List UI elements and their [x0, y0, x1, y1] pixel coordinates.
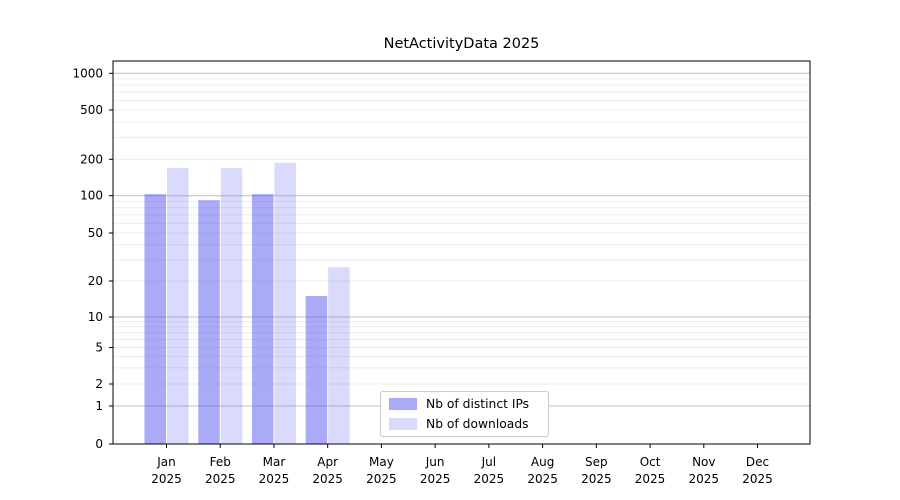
x-tick-label-year: 2025: [259, 472, 290, 486]
y-tick-label: 5: [95, 341, 103, 355]
bar-nb-of-downloads: [220, 168, 243, 444]
x-tick-label-year: 2025: [581, 472, 612, 486]
bar-nb-of-distinct-ips: [198, 200, 220, 444]
x-tick-label-month: May: [369, 455, 394, 469]
x-tick-label-month: Jan: [156, 455, 176, 469]
y-tick-label: 100: [80, 189, 103, 203]
bar-nb-of-downloads: [328, 267, 350, 444]
legend-item-distinct-ips: Nb of distinct IPs: [389, 397, 548, 411]
x-tick-label-month: Dec: [746, 455, 769, 469]
x-tick-label-year: 2025: [742, 472, 773, 486]
legend-label-downloads: Nb of downloads: [426, 416, 529, 431]
y-tick-label: 20: [88, 274, 103, 288]
x-tick-label-year: 2025: [420, 472, 451, 486]
x-tick-label-year: 2025: [312, 472, 343, 486]
y-tick-label: 200: [80, 152, 103, 166]
x-tick-label-year: 2025: [366, 472, 397, 486]
chart-title: NetActivityData 2025: [383, 36, 540, 52]
y-tick-label: 500: [80, 103, 103, 117]
bar-nb-of-downloads: [167, 167, 189, 444]
bar-nb-of-downloads: [274, 162, 296, 444]
legend-label-distinct-ips: Nb of distinct IPs: [426, 397, 530, 412]
x-tick-label-month: Aug: [531, 455, 554, 469]
bar-nb-of-distinct-ips: [305, 295, 328, 444]
y-tick-label: 1: [95, 399, 103, 413]
plot-frame: [112, 60, 811, 445]
legend-swatch-distinct-ips: [389, 398, 417, 411]
x-tick-label-year: 2025: [474, 472, 505, 486]
x-tick-label-month: Sep: [585, 455, 608, 469]
bar-nb-of-distinct-ips: [144, 194, 166, 444]
y-tick-label: 50: [88, 226, 103, 240]
x-tick-label-year: 2025: [527, 472, 558, 486]
x-tick-label-month: Jun: [425, 455, 445, 469]
legend-swatch-downloads: [389, 417, 417, 430]
y-tick-label: 0: [95, 437, 103, 451]
y-tick-label: 10: [88, 310, 103, 324]
x-tick-label-month: Nov: [692, 455, 715, 469]
legend-item-downloads: Nb of downloads: [389, 417, 548, 431]
x-tick-label-month: Oct: [640, 455, 661, 469]
y-tick-label: 2: [95, 377, 103, 391]
x-tick-label-year: 2025: [635, 472, 666, 486]
x-tick-label-year: 2025: [205, 472, 236, 486]
x-tick-label-year: 2025: [151, 472, 182, 486]
legend: Nb of distinct IPs Nb of downloads: [380, 391, 549, 437]
bar-nb-of-distinct-ips: [251, 194, 274, 444]
y-tick-label: 1000: [72, 66, 103, 80]
x-tick-label-month: Feb: [210, 455, 231, 469]
x-tick-label-month: Mar: [263, 455, 286, 469]
x-tick-label-year: 2025: [689, 472, 720, 486]
x-tick-label-month: Apr: [317, 455, 338, 469]
x-tick-label-month: Jul: [481, 455, 496, 469]
